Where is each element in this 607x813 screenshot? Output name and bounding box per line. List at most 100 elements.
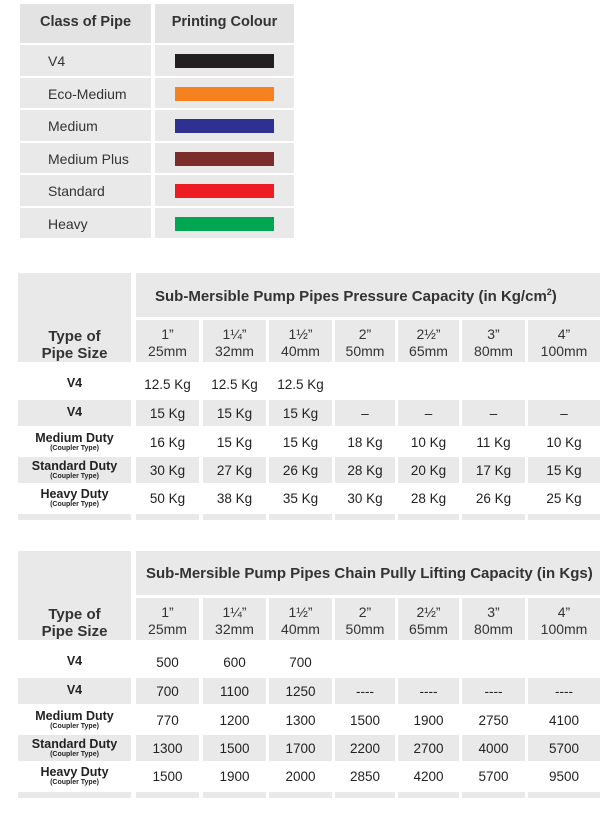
table-cell-value: 30 Kg xyxy=(149,463,186,478)
size-header-cell xyxy=(398,598,459,640)
size-header-cell xyxy=(462,598,525,640)
type-of-pipe-size-header: Type of Pipe Size xyxy=(41,328,108,362)
row-label: Heavy Duty (Coupler Type) xyxy=(40,765,109,787)
printing-colour-header: Printing Colour xyxy=(171,14,278,30)
size-header-cell xyxy=(269,598,332,640)
table-cell-value: 4200 xyxy=(413,769,444,784)
table-cell-value: 28 Kg xyxy=(347,463,383,478)
table-cell-value: 1500 xyxy=(349,713,381,728)
table-cell-value: 1500 xyxy=(152,769,183,784)
class-of-pipe-header: Class of Pipe xyxy=(39,14,132,30)
table-cell-value: 1900 xyxy=(219,769,250,784)
pipe-class-label: V4 xyxy=(48,53,66,69)
size-header-cell xyxy=(203,320,266,362)
type-of-pipe-size-header: Type of Pipe Size xyxy=(41,606,108,640)
table-cell-value: ---- xyxy=(419,684,438,699)
pipe-size-label: 2” 50mm xyxy=(345,326,385,359)
colour-swatch xyxy=(175,151,274,166)
table-cell-value: 1250 xyxy=(285,684,316,699)
table-cell-value: 15 Kg xyxy=(282,435,319,450)
table-cell-value: 15 Kg xyxy=(216,435,253,450)
table-cell-value: 30 Kg xyxy=(347,491,383,506)
size-header-cell xyxy=(335,598,395,640)
pipe-size-label: 4” 100mm xyxy=(540,604,588,637)
row-label: Medium Duty (Coupler Type) xyxy=(35,709,114,731)
row-label: V4 xyxy=(66,683,83,697)
table-cell-value: ---- xyxy=(555,684,573,699)
pipe-class-label: Eco-Medium xyxy=(48,85,127,102)
size-header-cell xyxy=(203,598,266,640)
table-cell-value: 38 Kg xyxy=(216,491,253,506)
pipe-size-label: 1¼” 32mm xyxy=(215,604,254,637)
table-cell-value: 1300 xyxy=(152,741,183,756)
pipe-class-label: Heavy xyxy=(48,215,88,232)
row-label: Standard Duty (Coupler Type) xyxy=(31,459,118,481)
table-cell-value: 2750 xyxy=(478,713,509,728)
table-cell-value: 2850 xyxy=(349,769,381,784)
table-cell-value: 5700 xyxy=(548,741,580,756)
table-cell-value: 700 xyxy=(289,655,312,670)
table-cell-value: 5700 xyxy=(478,769,509,784)
pipe-class-label: Standard xyxy=(48,183,105,199)
pipe-size-label: 3” 80mm xyxy=(474,326,513,359)
pipe-size-label: 3” 80mm xyxy=(474,604,513,637)
table-cell-value: 20 Kg xyxy=(410,463,447,478)
row-label: V4 xyxy=(66,376,83,390)
table-cell-value: 26 Kg xyxy=(475,491,512,506)
colour-swatch xyxy=(175,86,274,101)
pipe-class-label: Medium xyxy=(48,118,98,134)
table-cell-value: – xyxy=(424,406,433,421)
pipe-size-label: 2” 50mm xyxy=(345,604,385,637)
table-cell-value: 9500 xyxy=(548,769,580,784)
table-cell-value: – xyxy=(361,406,369,421)
pipe-size-label: 2½” 65mm xyxy=(409,604,448,637)
table-cell-value: 17 Kg xyxy=(475,463,512,478)
size-header-cell xyxy=(398,320,459,362)
pipe-size-label: 2½” 65mm xyxy=(409,326,448,359)
table-cell-value: 2700 xyxy=(413,741,444,756)
table-cell-value: 27 Kg xyxy=(216,463,253,478)
table-cell-value: 12.5 Kg xyxy=(211,377,258,392)
pipe-size-label: 1½” 40mm xyxy=(281,326,320,359)
size-header-cell xyxy=(269,320,332,362)
table-cell-value: 35 Kg xyxy=(282,491,319,506)
table-cell-value: 1300 xyxy=(285,713,316,728)
table-cell-value: 15 Kg xyxy=(216,406,253,421)
table-cell-value: 15 Kg xyxy=(546,463,582,478)
table-cell-value: 50 Kg xyxy=(149,491,186,506)
size-header-cell xyxy=(462,320,525,362)
lifting-capacity-table: Sub-Mersible Pump Pipes Chain Pully Lift… xyxy=(18,551,600,798)
table-cell-value: 25 Kg xyxy=(546,491,582,506)
row-label: Heavy Duty (Coupler Type) xyxy=(40,487,109,509)
table-cell-value: 1200 xyxy=(219,713,250,728)
pipe-size-label: 1” 25mm xyxy=(148,326,187,359)
table-cell-value: 600 xyxy=(223,655,246,670)
table-cell-value: 2000 xyxy=(285,769,316,784)
table-cell-value: 15 Kg xyxy=(149,406,186,421)
table-cell-value: 16 Kg xyxy=(149,435,186,450)
type-header-cell xyxy=(18,273,131,362)
table-cell-value: 12.5 Kg xyxy=(277,377,324,392)
table-cell-value: 1100 xyxy=(219,684,250,699)
colour-swatch xyxy=(175,216,274,231)
table-cell-value: 1500 xyxy=(219,741,250,756)
pipe-size-label: 1¼” 32mm xyxy=(215,326,254,359)
table-cell-value: 770 xyxy=(156,713,179,728)
pressure-capacity-table: Sub-Mersible Pump Pipes Pressure Capacit… xyxy=(18,273,600,520)
table-cell-value: 500 xyxy=(156,655,179,670)
table-cell-value: 11 Kg xyxy=(476,435,511,450)
table-title: Sub-Mersible Pump Pipes Chain Pully Lift… xyxy=(146,565,593,582)
colour-swatch xyxy=(175,119,274,133)
size-header-cell xyxy=(136,598,199,640)
pipe-size-label: 1” 25mm xyxy=(148,604,187,637)
table-cell-value: 12.5 Kg xyxy=(144,377,191,392)
table-cell-value: 1700 xyxy=(285,741,316,756)
table-cell-value: ---- xyxy=(484,684,503,699)
table-cell-value: 10 Kg xyxy=(410,435,447,450)
size-header-cell xyxy=(136,320,199,362)
size-header-cell xyxy=(528,320,600,362)
table-cell-value: 4000 xyxy=(478,741,509,756)
size-header-cell xyxy=(335,320,395,362)
colour-swatch xyxy=(175,54,274,68)
row-label: V4 xyxy=(66,405,83,419)
